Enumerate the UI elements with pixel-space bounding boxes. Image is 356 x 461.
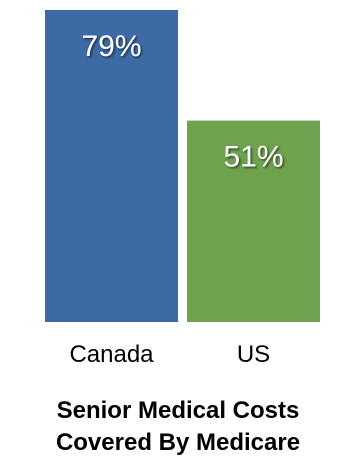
value-labels-group: 79% 51% [81, 30, 283, 174]
category-labels-group: Canada US [69, 341, 270, 368]
chart-title: Senior Medical Costs Covered By Medicare [56, 397, 300, 456]
chart-title-line-2: Covered By Medicare [56, 429, 300, 456]
bars-group [45, 10, 320, 322]
bar-us [187, 120, 320, 322]
category-label-us: US [237, 341, 270, 368]
value-label-us: 51% [223, 141, 283, 174]
value-label-canada: 79% [81, 30, 141, 63]
bar-canada [45, 10, 178, 322]
category-label-canada: Canada [69, 341, 154, 368]
chart-title-line-1: Senior Medical Costs [57, 397, 300, 424]
